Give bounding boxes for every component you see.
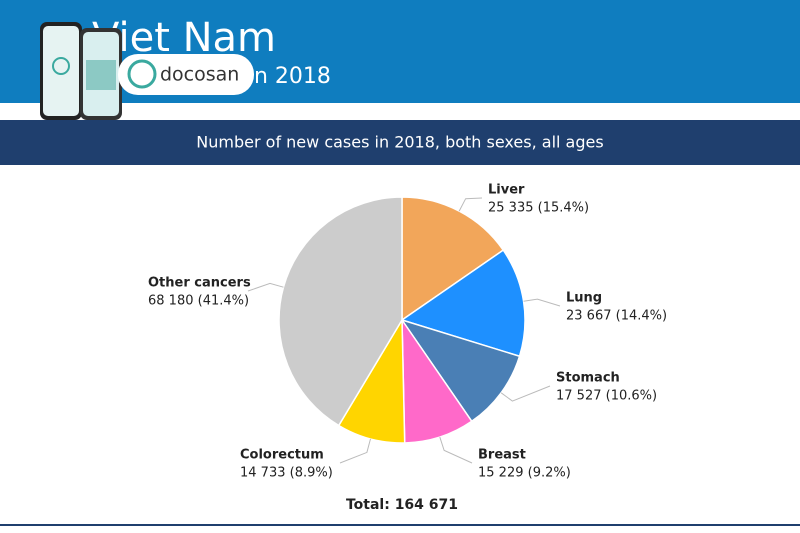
brand-logo bbox=[127, 59, 157, 89]
slice-value-label: 15 229 (9.2%) bbox=[478, 466, 571, 481]
phone-left-screen bbox=[43, 26, 79, 116]
slice-value-label: 17 527 (10.6%) bbox=[556, 389, 657, 404]
pie-slice bbox=[401, 196, 505, 322]
leader-line bbox=[439, 436, 473, 464]
slice-name: Liver bbox=[488, 183, 525, 198]
slice-value-label: 23 667 (14.4%) bbox=[566, 309, 667, 324]
slice-name: Other cancers bbox=[148, 276, 251, 291]
slice-name: Lung bbox=[566, 291, 602, 306]
bottom-rule bbox=[0, 524, 800, 526]
chart-title: Number of new cases in 2018, both sexes,… bbox=[196, 133, 603, 152]
header-subtitle: n 2018 bbox=[254, 64, 331, 89]
chart-title-band bbox=[0, 120, 800, 165]
pie-slice bbox=[400, 318, 521, 423]
phone-logo bbox=[52, 57, 70, 75]
leader-line bbox=[523, 298, 561, 307]
leader-line bbox=[500, 385, 551, 402]
leader-line bbox=[247, 282, 284, 292]
pie-slice bbox=[278, 196, 403, 427]
leader-line bbox=[458, 197, 483, 212]
slice-value-label: 25 335 (15.4%) bbox=[488, 201, 589, 216]
total-label: Total: 164 671 bbox=[346, 497, 458, 513]
phone-right-content bbox=[86, 60, 116, 90]
pie-slice bbox=[400, 249, 526, 358]
header-title: Viet Nam bbox=[92, 15, 276, 61]
slice-value-label: 14 733 (8.9%) bbox=[240, 466, 333, 481]
slice-name: Stomach bbox=[556, 371, 620, 386]
slice-value-label: 68 180 (41.4%) bbox=[148, 294, 249, 309]
phone-icon bbox=[40, 22, 122, 120]
slice-name: Colorectum bbox=[240, 448, 324, 463]
slice-name: Breast bbox=[478, 448, 526, 463]
leader-line bbox=[339, 438, 371, 464]
brand-name: docosan bbox=[160, 64, 239, 86]
